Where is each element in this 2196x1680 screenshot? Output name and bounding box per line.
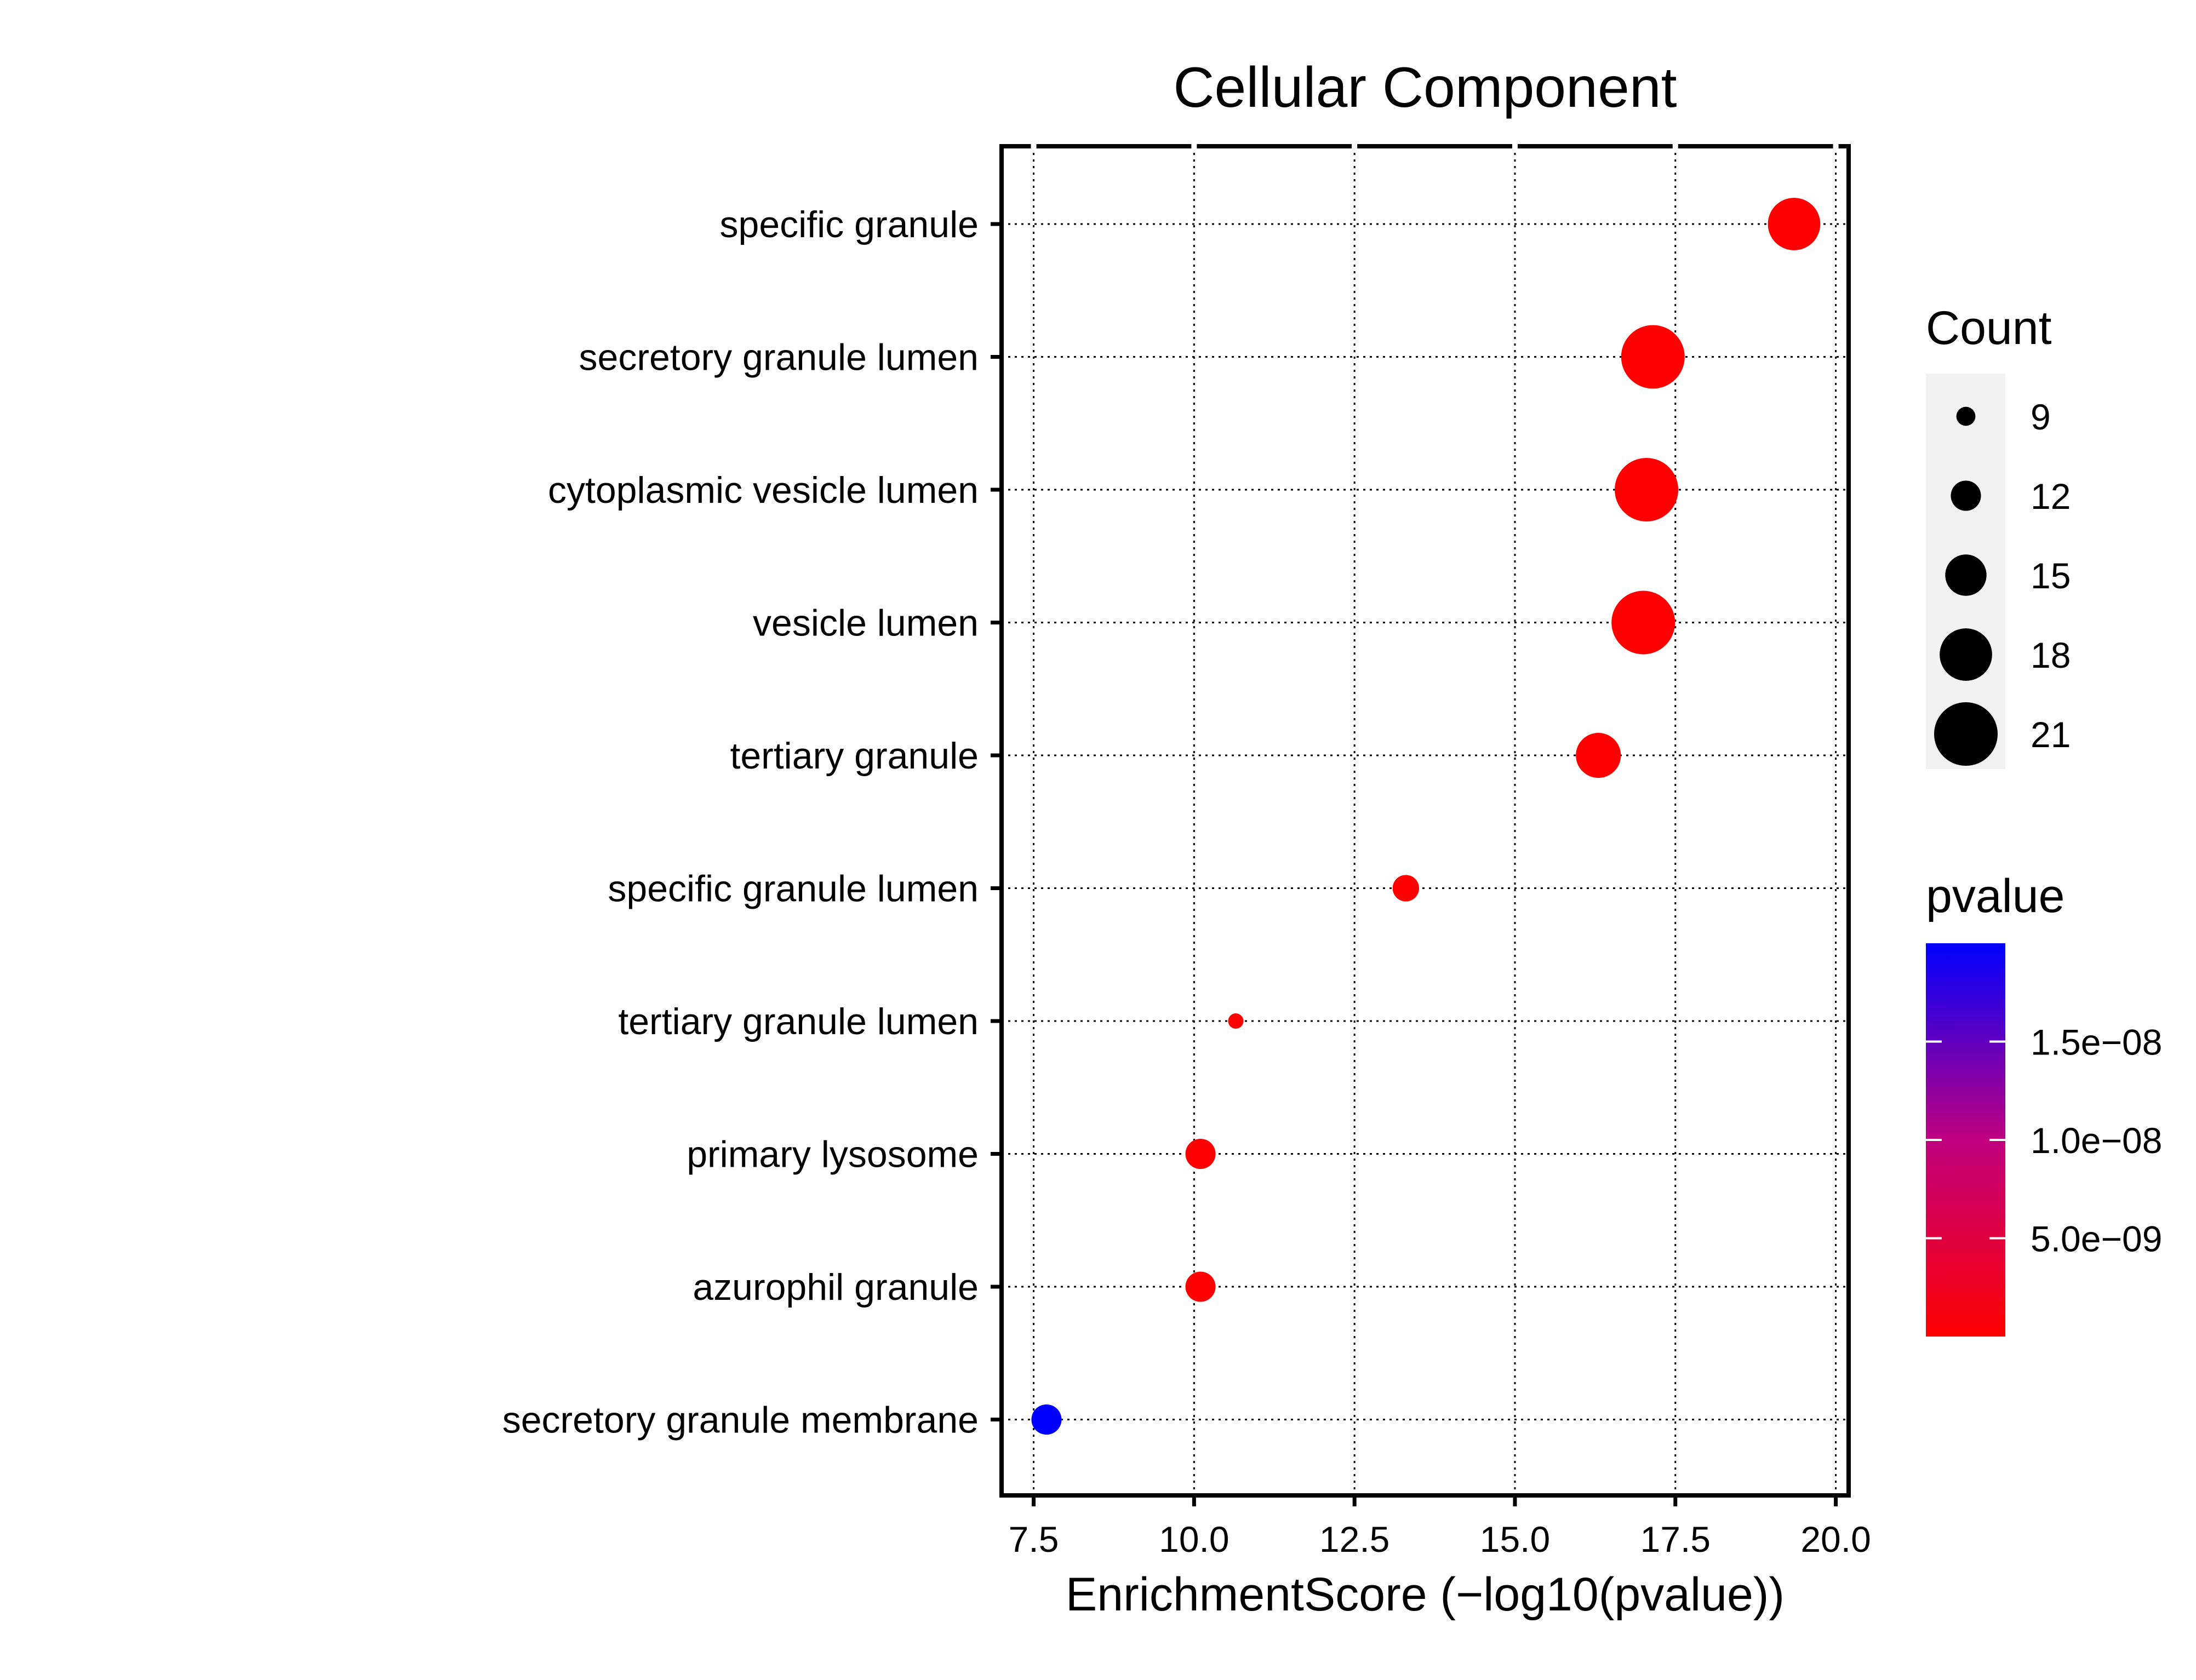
x-tick-labels: 7.5 10.0 12.5 15.0 17.5 20.0 [1009,1519,1871,1559]
x-tick-label: 10.0 [1159,1519,1229,1559]
y-tick-label: secretory granule membrane [502,1400,979,1441]
y-tick-label: cytoplasmic vesicle lumen [548,469,979,511]
y-tick-label: secretory granule lumen [579,337,979,379]
size-legend-label: 15 [2031,555,2071,596]
data-point [1621,325,1685,389]
data-point [1615,458,1679,521]
size-legend: 9 12 15 18 21 [1934,397,2071,766]
size-legend-key [1934,702,1998,766]
color-legend: 5.0e−09 1.0e−08 1.5e−08 [1926,1022,2162,1259]
data-point [1392,875,1420,902]
axis-ticks [991,222,1838,1506]
data-point [1228,1013,1244,1029]
size-legend-label: 18 [2031,635,2071,675]
data-point [1768,198,1821,250]
x-tick-label: 15.0 [1480,1519,1550,1559]
x-tick-label: 12.5 [1319,1519,1389,1559]
y-tick-label: tertiary granule [730,735,979,777]
color-legend-label: 1.0e−08 [2031,1120,2162,1161]
chart-title: Cellular Component [1173,56,1677,119]
size-legend-title: Count [1926,302,2052,354]
color-legend-label: 1.5e−08 [2031,1022,2162,1063]
size-legend-key [1940,628,1992,681]
size-legend-key [1956,406,1976,426]
y-tick-label: specific granule lumen [608,868,979,910]
size-legend-key [1945,554,1987,596]
data-point [1185,1271,1216,1302]
data-point [1576,732,1621,778]
x-axis-label: EnrichmentScore (−log10(pvalue)) [1066,1568,1785,1621]
y-tick-label: specific granule [720,204,979,245]
y-tick-label: tertiary granule lumen [618,1001,979,1042]
data-point [1611,590,1675,655]
size-legend-label: 12 [2031,476,2071,517]
y-tick-label: azurophil granule [693,1266,979,1308]
data-points [1031,198,1821,1435]
x-tick-label: 7.5 [1009,1519,1059,1559]
size-legend-label: 9 [2031,397,2051,437]
y-tick-label: primary lysosome [687,1134,979,1176]
x-tick-label: 17.5 [1640,1519,1711,1559]
size-legend-key [1951,480,1981,511]
color-legend-title: pvalue [1926,870,2065,922]
color-legend-label: 5.0e−09 [2031,1219,2162,1259]
y-tick-label: vesicle lumen [753,603,979,644]
data-point [1031,1404,1062,1435]
data-point [1185,1138,1216,1169]
plot-panel-border [999,144,1851,1498]
grid-lines [1002,146,1849,1495]
y-tick-labels: specific granule secretory granule lumen c… [502,204,979,1441]
x-tick-label: 20.0 [1800,1519,1871,1559]
size-legend-label: 21 [2031,714,2071,755]
